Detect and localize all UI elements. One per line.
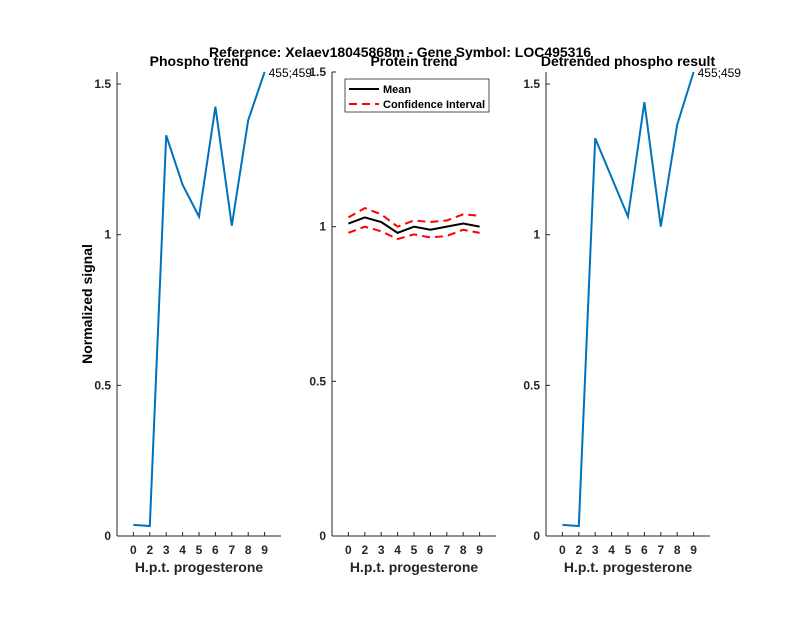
x-tick-label: 5: [625, 543, 632, 557]
x-tick-label: 7: [228, 543, 235, 557]
x-tick-label: 6: [427, 543, 434, 557]
x-tick-label: 7: [657, 543, 664, 557]
point-annotation: 455;459: [698, 66, 742, 80]
y-tick-label: 1: [319, 220, 326, 234]
x-tick-label: 7: [443, 543, 450, 557]
y-tick-label: 1.5: [309, 65, 326, 79]
x-tick-label: 2: [575, 543, 582, 557]
point-annotation: 455;459: [269, 66, 313, 80]
y-tick-label: 1: [533, 228, 540, 242]
y-tick-label: 0: [104, 529, 111, 543]
x-tick-label: 0: [559, 543, 566, 557]
x-tick-label: 3: [163, 543, 170, 557]
x-tick-label: 8: [245, 543, 252, 557]
y-tick-label: 1: [104, 228, 111, 242]
y-tick-label: 1.5: [94, 77, 111, 91]
subplot-title: Detrended phospho result: [541, 53, 716, 69]
y-tick-label: 0.5: [309, 374, 326, 388]
mean-line: [348, 216, 480, 234]
confidence-interval-line: [348, 225, 480, 241]
x-tick-label: 0: [130, 543, 137, 557]
x-tick-label: 4: [608, 543, 615, 557]
x-tick-label: 9: [476, 543, 483, 557]
legend-ci-label: Confidence Interval: [383, 99, 485, 111]
x-tick-label: 6: [641, 543, 648, 557]
x-tick-label: 8: [674, 543, 681, 557]
x-axis-label: H.p.t. progesterone: [564, 559, 693, 575]
y-tick-label: 0.5: [523, 378, 540, 392]
y-tick-label: 0: [533, 529, 540, 543]
x-tick-label: 0: [345, 543, 352, 557]
x-tick-label: 6: [212, 543, 219, 557]
y-tick-label: 0.5: [94, 378, 111, 392]
legend-box: [344, 78, 490, 113]
x-tick-label: 5: [411, 543, 418, 557]
confidence-interval-line: [347, 207, 480, 228]
subplot-title: Protein trend: [370, 53, 457, 69]
x-tick-label: 4: [179, 543, 186, 557]
legend: Mean Confidence Interval: [344, 78, 490, 113]
x-tick-label: 9: [261, 543, 268, 557]
y-tick-label: 0: [319, 529, 326, 543]
x-tick-label: 9: [690, 543, 697, 557]
x-tick-label: 3: [378, 543, 385, 557]
x-tick-label: 8: [460, 543, 467, 557]
y-tick-label: 1.5: [523, 77, 540, 91]
x-axis-label: H.p.t. progesterone: [350, 559, 479, 575]
phospho-line: [562, 71, 695, 528]
x-tick-label: 4: [394, 543, 401, 557]
y-axis-label: Normalized signal: [79, 244, 95, 364]
x-tick-label: 2: [361, 543, 368, 557]
x-axis-label: H.p.t. progesterone: [135, 559, 264, 575]
x-tick-label: 2: [146, 543, 153, 557]
phospho-line: [133, 71, 266, 528]
x-tick-label: 3: [592, 543, 599, 557]
subplot-title: Phospho trend: [150, 53, 249, 69]
figure-title: Reference: Xelaev18045868m - Gene Symbol…: [209, 44, 591, 60]
legend-mean-label: Mean: [383, 84, 411, 96]
x-tick-label: 5: [196, 543, 203, 557]
